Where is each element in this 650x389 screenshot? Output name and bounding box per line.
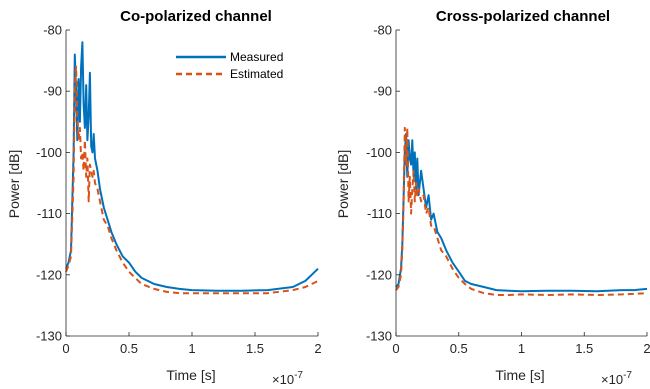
tick-layer: 0 0.5 1 1.5 2 -80 -90 -100 -110 -120 -130 xyxy=(366,23,650,357)
x-exponent: ×10-7 xyxy=(272,370,303,387)
x-tick-label: 2 xyxy=(314,341,321,356)
chart-title: Co-polarized channel xyxy=(120,8,272,25)
cross-polarized-panel: Cross-polarized channel Power [dB] Time … xyxy=(335,8,650,387)
y-tick-label: -90 xyxy=(373,84,392,99)
co-polarized-panel: Co-polarized channel Power [dB] Time [s]… xyxy=(6,8,322,387)
x-axis-label: Time [s] xyxy=(495,367,544,383)
x-tick-label: 0 xyxy=(62,341,69,356)
series-line-measured xyxy=(65,41,319,292)
y-axis-label: Power [dB] xyxy=(6,150,22,218)
series-layer xyxy=(395,126,648,296)
y-tick-label: -110 xyxy=(367,206,392,221)
x-tick-label: 0.5 xyxy=(450,341,468,356)
x-tick-label: 1.5 xyxy=(575,341,593,356)
y-tick-label: -80 xyxy=(43,23,62,38)
x-tick-label: 1 xyxy=(188,341,195,356)
x-exponent-base: ×10 xyxy=(601,372,623,387)
y-tick-label: -100 xyxy=(366,145,392,160)
series-line-estimated xyxy=(395,126,648,296)
x-tick-label: 1 xyxy=(518,341,525,356)
x-tick-label: 0 xyxy=(392,341,399,356)
x-tick-label: 1.5 xyxy=(246,341,264,356)
y-tick-label: -110 xyxy=(37,206,62,221)
series-layer xyxy=(65,41,319,295)
y-tick-label: -90 xyxy=(43,84,62,99)
x-tick-label: 2 xyxy=(643,341,650,356)
legend: Measured Estimated xyxy=(176,50,283,81)
y-tick-label: -100 xyxy=(36,145,62,160)
y-tick-label: -80 xyxy=(373,23,392,38)
x-tick-label: 0.5 xyxy=(120,341,138,356)
y-tick-label: -120 xyxy=(366,267,392,282)
tick-layer: 0 0.5 1 1.5 2 -80 -90 -100 -110 -120 -130 xyxy=(36,23,322,357)
y-tick-label: -130 xyxy=(36,329,62,344)
series-line-estimated xyxy=(65,65,319,295)
series-line-measured xyxy=(395,133,648,293)
x-exponent-power: -7 xyxy=(294,370,303,381)
x-exponent-base: ×10 xyxy=(272,372,294,387)
legend-label-estimated: Estimated xyxy=(230,67,283,81)
x-axis-label: Time [s] xyxy=(166,367,215,383)
chart-title: Cross-polarized channel xyxy=(436,8,610,25)
y-tick-label: -130 xyxy=(366,329,392,344)
y-tick-label: -120 xyxy=(36,267,62,282)
x-exponent: ×10-7 xyxy=(601,370,632,387)
y-axis-label: Power [dB] xyxy=(335,150,351,218)
legend-label-measured: Measured xyxy=(230,50,283,64)
x-exponent-power: -7 xyxy=(623,370,632,381)
